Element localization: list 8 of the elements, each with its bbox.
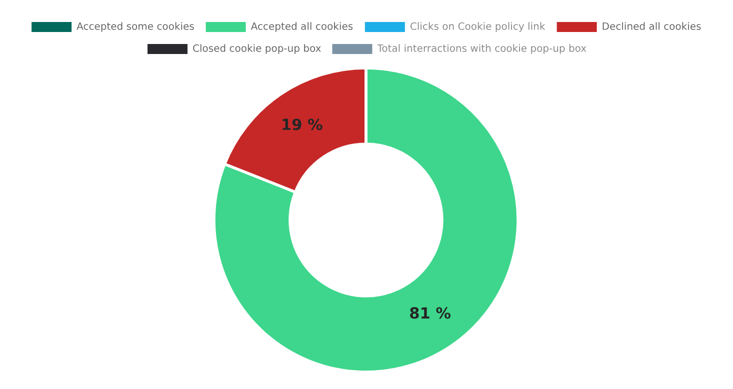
legend-label: Declined all cookies	[602, 22, 701, 30]
data-label: 81 %	[410, 307, 451, 319]
data-label: 19 %	[282, 118, 322, 130]
legend-label: Accepted some cookies	[76, 22, 194, 32]
legend-label: Accepted all cookies	[250, 22, 353, 32]
legend-label: Clicks on Cookie policy link	[410, 22, 546, 32]
legend-label: Closed cookie pop-up box	[193, 44, 321, 54]
legend-label: Total interractions with cookie pop-up box	[377, 44, 586, 54]
